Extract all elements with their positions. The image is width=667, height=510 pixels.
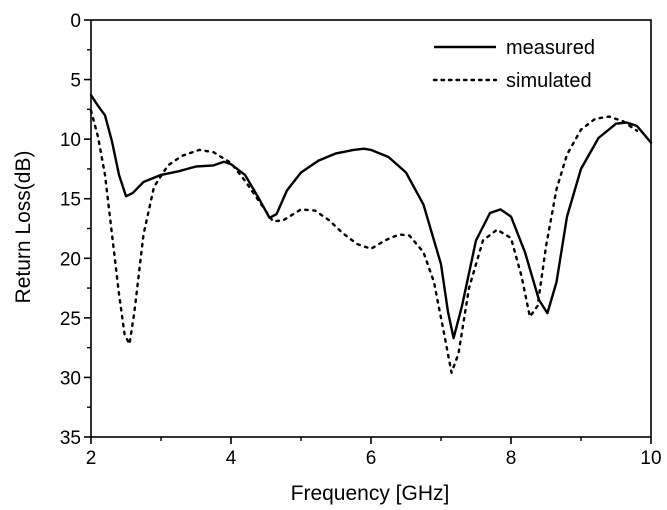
- y-tick-label: 30: [60, 368, 81, 389]
- series-layer: [89, 93, 653, 374]
- x-axis-ticks: 2 4 6 8 10: [86, 437, 662, 469]
- plot-frame: [90, 19, 652, 438]
- legend-label-measured: measured: [506, 37, 595, 59]
- y-axis-title: Return Loss(dB): [12, 151, 35, 304]
- x-tick-label: 2: [86, 448, 97, 469]
- x-tick-label: 6: [366, 448, 377, 469]
- x-tick-label: 4: [226, 448, 237, 469]
- y-tick-label: 5: [70, 71, 81, 92]
- x-tick-label: 8: [506, 448, 517, 469]
- y-tick-label: 35: [60, 428, 81, 449]
- y-tick-label: 20: [60, 249, 81, 270]
- y-tick-label: 0: [70, 11, 81, 32]
- y-tick-label: 15: [60, 190, 81, 211]
- legend: measured simulated: [432, 37, 595, 92]
- x-tick-label: 10: [640, 448, 661, 469]
- series-line-simulated: [89, 109, 639, 374]
- y-axis-ticks: 0 5 10 15 20 25 30 35: [60, 11, 91, 449]
- y-tick-label: 10: [60, 130, 81, 151]
- y-tick-label: 25: [60, 309, 81, 330]
- x-axis-title: Frequency [GHz]: [291, 482, 450, 505]
- legend-label-simulated: simulated: [506, 70, 592, 92]
- series-line-measured: [89, 93, 653, 340]
